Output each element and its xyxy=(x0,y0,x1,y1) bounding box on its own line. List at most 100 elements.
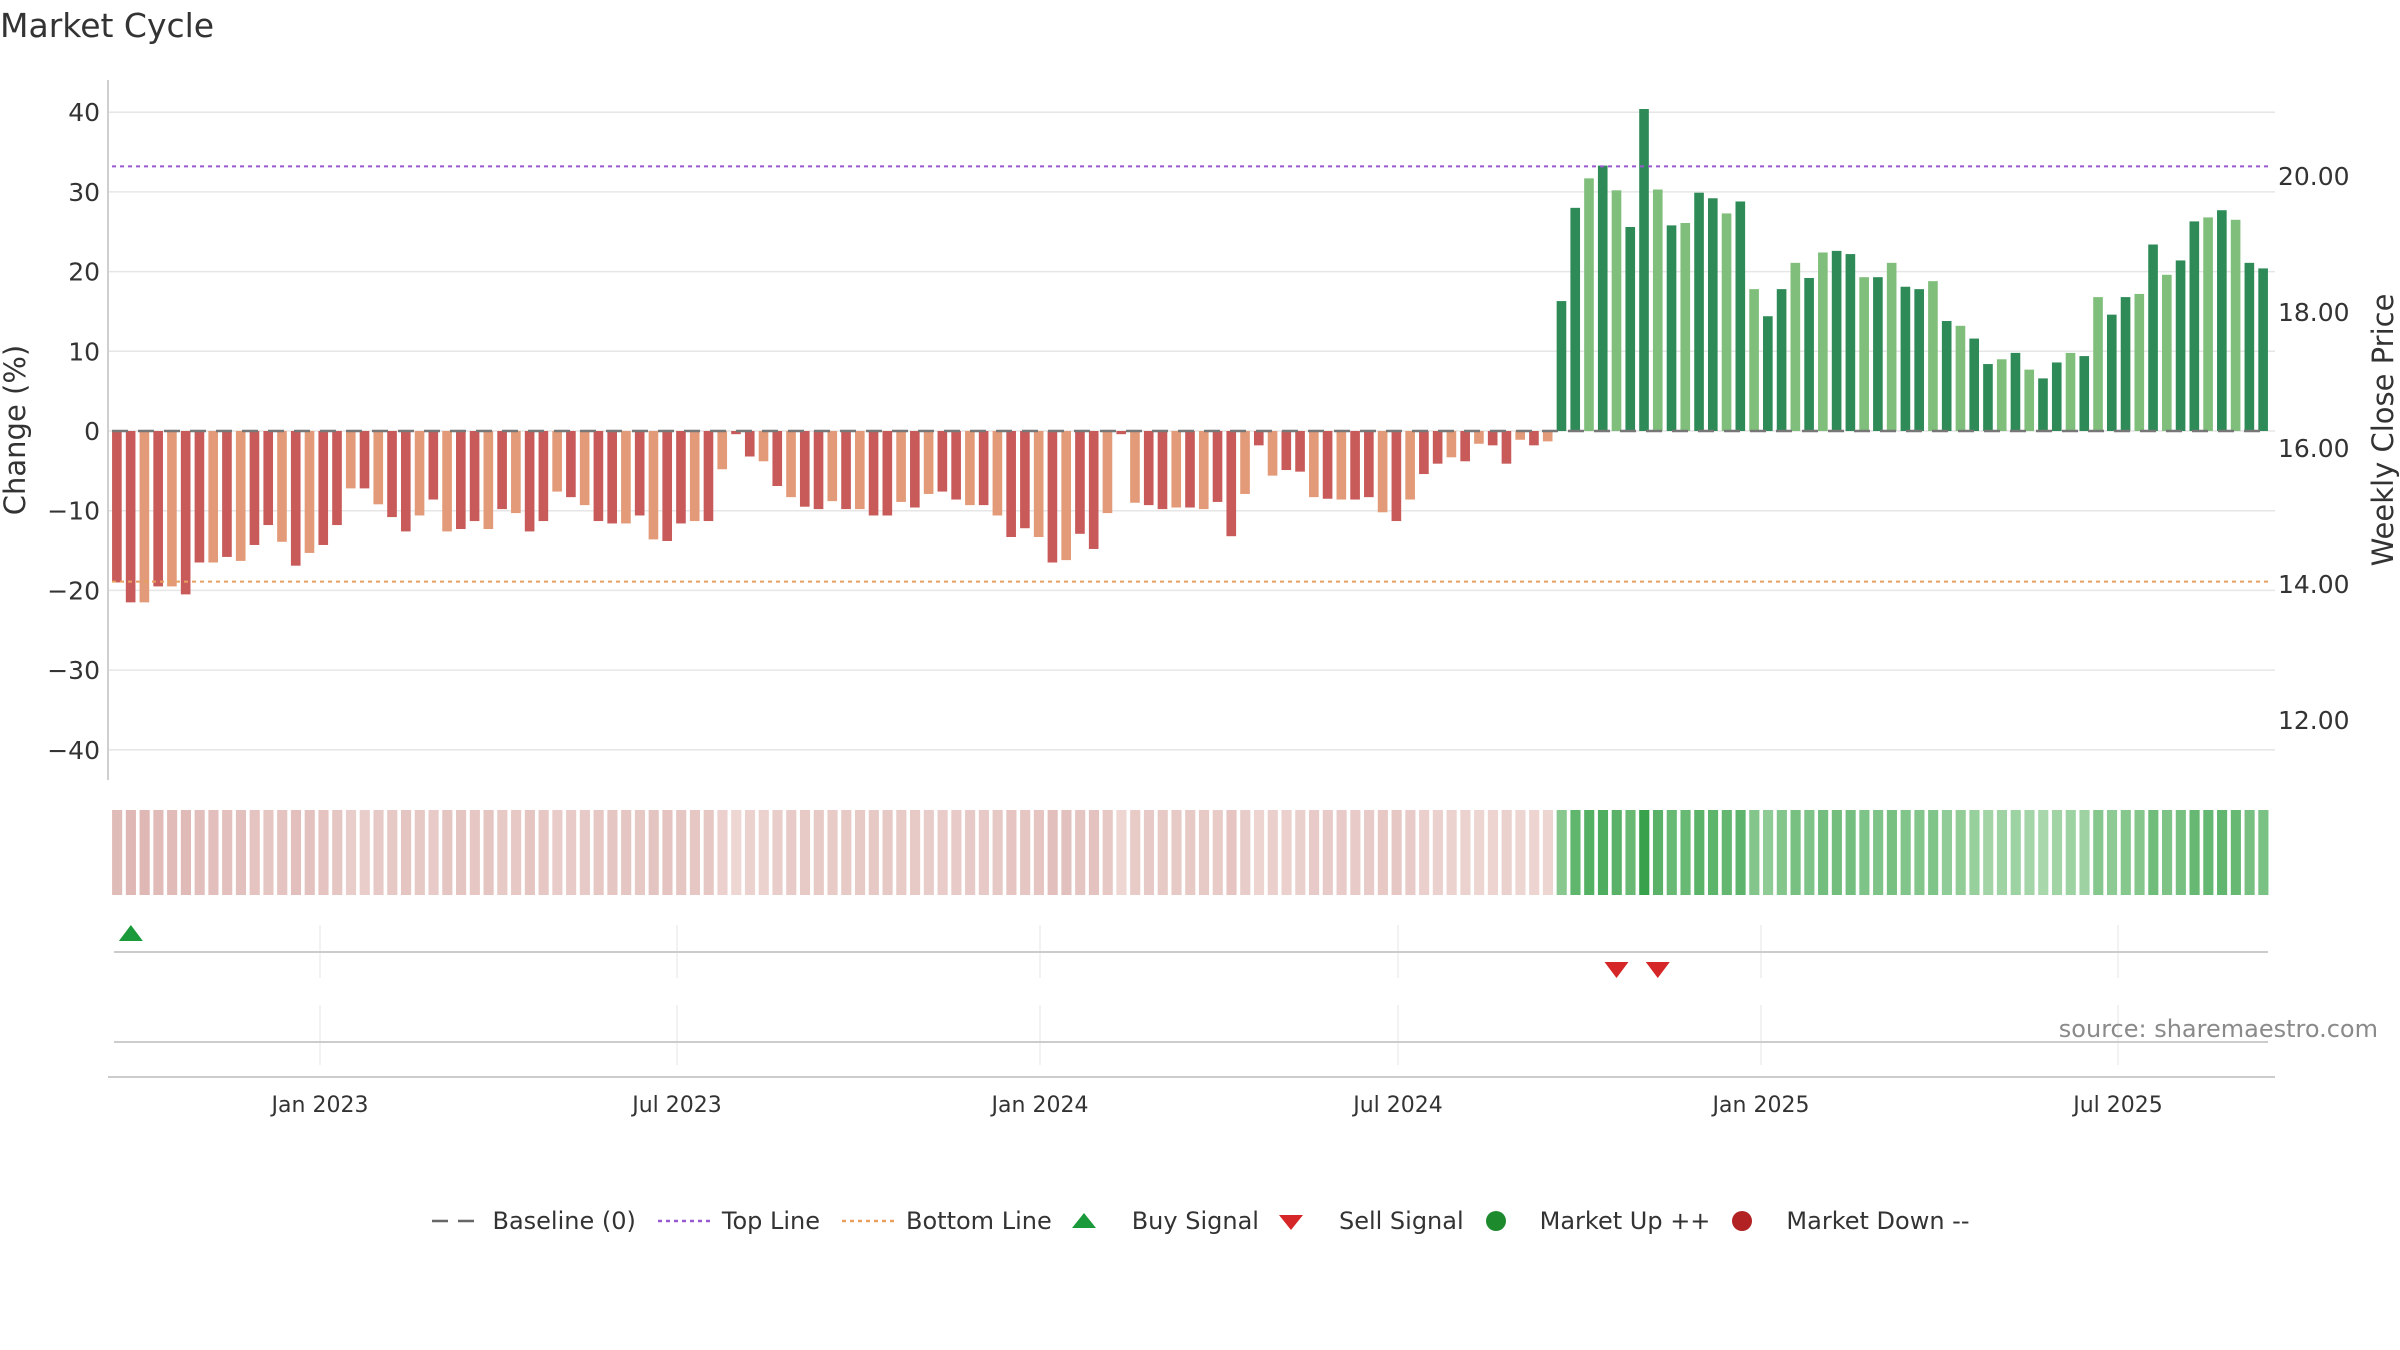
bar xyxy=(345,431,356,489)
dotted-line-icon xyxy=(842,1219,895,1223)
heat-cell xyxy=(799,810,811,895)
bar xyxy=(469,431,480,522)
heat-cell xyxy=(772,810,783,895)
heat-cell xyxy=(1020,810,1031,895)
heat-cell xyxy=(1639,810,1650,895)
heat-cell xyxy=(1914,810,1925,895)
bar xyxy=(910,431,920,508)
y2-tick-label: 12.00 xyxy=(2278,706,2350,735)
heat-cell xyxy=(951,810,962,895)
heat-cell xyxy=(1446,810,1457,895)
bar xyxy=(621,431,631,524)
bar xyxy=(125,431,136,603)
x-tick-label: Jan 2023 xyxy=(270,1093,369,1118)
heat-cell xyxy=(1336,810,1347,895)
bar xyxy=(2010,352,2021,431)
bar xyxy=(2065,352,2076,431)
bar xyxy=(1969,338,1980,431)
bar xyxy=(854,431,865,510)
heat-cell xyxy=(1171,810,1182,895)
bar xyxy=(263,431,274,526)
heat-cell xyxy=(1377,810,1388,895)
y2-tick-label: 18.00 xyxy=(2278,298,2350,327)
heat-cell xyxy=(1033,810,1044,895)
bar xyxy=(772,431,783,486)
heat-cell xyxy=(648,810,659,895)
heat-cell xyxy=(1226,810,1237,895)
heat-cell xyxy=(1501,810,1512,895)
bar xyxy=(607,431,617,524)
bar xyxy=(1900,286,1911,431)
bar xyxy=(1281,431,1292,471)
y2-tick-label: 16.00 xyxy=(2278,434,2350,463)
heat-cell xyxy=(428,810,439,895)
heat-cell xyxy=(524,810,535,895)
heat-cell xyxy=(414,810,425,895)
heat-cell xyxy=(2189,810,2200,895)
legend-item-top-line: Top Line xyxy=(656,1207,820,1235)
bar xyxy=(1377,431,1388,513)
bar xyxy=(1542,431,1553,442)
bar xyxy=(813,431,824,510)
heat-cell xyxy=(2093,810,2104,895)
y-tick-label: −10 xyxy=(47,497,100,526)
heat-cell xyxy=(208,810,219,895)
x-tick-label: Jan 2024 xyxy=(990,1093,1089,1118)
heat-cell xyxy=(2106,810,2118,895)
heat-cell xyxy=(469,810,480,895)
heat-cell xyxy=(1680,810,1691,895)
bar xyxy=(1116,431,1127,435)
bar xyxy=(1873,277,1883,431)
bar xyxy=(744,431,755,457)
heat-cell xyxy=(1886,810,1897,895)
bar xyxy=(373,431,384,505)
bar xyxy=(1886,262,1897,431)
bar xyxy=(1336,431,1347,500)
bar xyxy=(827,431,838,502)
heat-cell xyxy=(194,810,205,895)
heat-cell xyxy=(621,810,632,895)
legend-label: Sell Signal xyxy=(1338,1207,1464,1235)
heat-cell xyxy=(1694,810,1705,895)
bar xyxy=(1529,431,1539,446)
heat-cell xyxy=(1460,810,1471,895)
y2-tick-label: 14.00 xyxy=(2278,570,2350,599)
y-tick-label: −20 xyxy=(47,576,100,605)
bar xyxy=(1322,431,1333,499)
heat-cell xyxy=(1900,810,1911,895)
heat-cell xyxy=(2038,810,2049,895)
heat-cell xyxy=(786,810,797,895)
bar xyxy=(717,431,728,470)
legend-item-buy-signal: Buy Signal xyxy=(1071,1207,1259,1235)
heat-cell xyxy=(345,810,357,895)
heat-cell xyxy=(387,810,398,895)
bar xyxy=(1419,431,1429,475)
bar xyxy=(1804,277,1814,431)
heat-cell xyxy=(1047,810,1058,895)
heat-cell xyxy=(1322,810,1333,895)
heat-cell xyxy=(538,810,549,895)
change-bars xyxy=(112,109,2268,603)
legend-item-market-down: Market Down -- xyxy=(1730,1207,1970,1235)
chart-legend: Baseline (0) Top Line Bottom Line Buy Si… xyxy=(0,1207,2400,1235)
bar xyxy=(139,431,150,603)
heat-cell xyxy=(125,810,136,895)
bar xyxy=(992,431,1003,516)
heat-cell xyxy=(593,810,604,895)
bar xyxy=(2120,297,2131,431)
bar xyxy=(304,431,315,553)
heat-cell xyxy=(112,810,123,895)
heat-cell xyxy=(1405,810,1416,895)
y-tick-label: 20 xyxy=(68,258,100,287)
bar xyxy=(2093,297,2103,431)
y-tick-label: 10 xyxy=(68,337,100,366)
x-tick-label: Jul 2024 xyxy=(1351,1093,1443,1118)
bar xyxy=(579,431,590,506)
legend-label: Top Line xyxy=(721,1207,821,1235)
axes: 40 30 20 10 0 −10 −20 −30 −40 20.00 18.00 16.00 14.0… xyxy=(47,80,2350,1118)
heat-cell xyxy=(1240,810,1251,895)
heat-cell xyxy=(2258,810,2269,895)
bar xyxy=(799,431,810,507)
bar xyxy=(400,431,411,532)
